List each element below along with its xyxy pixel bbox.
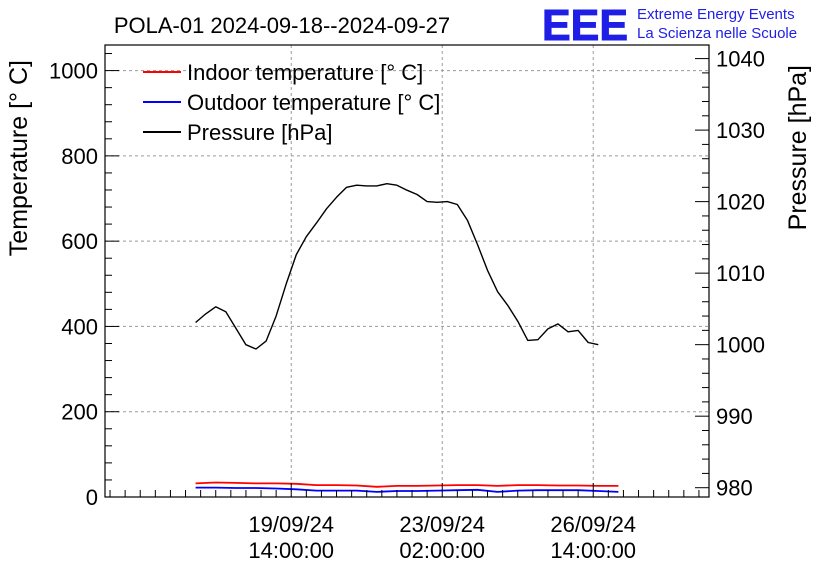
y-left-tick-label: 400: [61, 314, 98, 339]
legend-label-pressure: Pressure [hPa]: [187, 120, 333, 145]
legend-label-outdoor: Outdoor temperature [° C]: [187, 90, 440, 115]
series-line-0: [195, 481, 619, 488]
logo-line-2: La Scienza nelle Scuole: [637, 25, 797, 42]
chart-title: POLA-01 2024-09-18--2024-09-27: [114, 13, 450, 38]
eee-logo: EEE Extreme Energy Events La Scienza nel…: [542, 1, 798, 51]
plot-frame: [104, 44, 710, 498]
y-left-tick-label: 800: [61, 144, 98, 169]
grid-lines: [105, 45, 709, 497]
y-right-tick-label: 1000: [716, 333, 765, 358]
logo-mark: EEE: [542, 1, 628, 50]
x-tick-label-date: 26/09/24: [550, 512, 636, 537]
x-tick-label-time: 14:00:00: [550, 538, 636, 563]
y-right-tick-label: 1020: [716, 190, 765, 215]
y-right-tick-label: 1040: [716, 47, 765, 72]
legend-label-indoor: Indoor temperature [° C]: [187, 60, 423, 85]
y-left-tick-label: 200: [61, 400, 98, 425]
y-right-tick-label: 1010: [716, 261, 765, 286]
logo-line-1: Extreme Energy Events: [637, 6, 795, 23]
y-right-tick-label: 980: [716, 476, 753, 501]
x-tick-label-time: 02:00:00: [399, 538, 485, 563]
x-tick-label-date: 19/09/24: [248, 512, 334, 537]
y-left-tick-label: 1000: [49, 59, 98, 84]
y-axis-right-label: Pressure [hPa]: [784, 65, 812, 230]
y-axis-left-label: Temperature [° C]: [5, 60, 33, 256]
y-right-tick-label: 990: [716, 404, 753, 429]
legend: Indoor temperature [° C] Outdoor tempera…: [143, 60, 440, 145]
y-right-tick-label: 1030: [716, 118, 765, 143]
axis-ticks: 0 200 400 600 800 1000 980 990 1000 1010 1020 1030 1…: [49, 47, 765, 563]
y-left-tick-label: 0: [86, 485, 98, 510]
x-tick-label-date: 23/09/24: [399, 512, 485, 537]
series-line-2: [195, 182, 599, 350]
x-tick-label-time: 14:00:00: [248, 538, 334, 563]
y-left-tick-label: 600: [61, 229, 98, 254]
data-series: [195, 182, 619, 493]
series-line-1: [195, 486, 619, 493]
